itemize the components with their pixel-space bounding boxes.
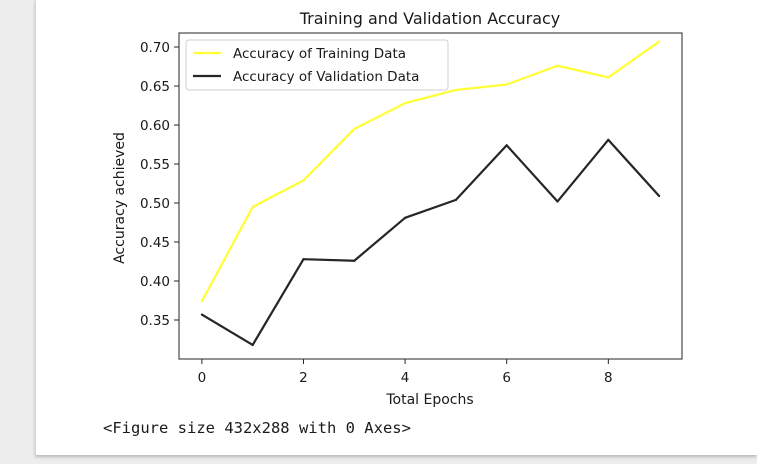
legend-label: Accuracy of Validation Data [233,69,419,85]
y-axis: 0.35 0.40 0.45 0.50 0.55 0.60 0.65 0.70 [140,40,179,329]
y-tick-label: 0.65 [140,79,170,95]
y-tick-label: 0.60 [140,118,170,134]
y-axis-label: Accuracy achieved [112,132,128,264]
data-point [403,102,407,105]
x-tick-label: 6 [502,370,511,386]
x-tick-label: 8 [604,370,613,386]
series-line-validation [201,138,660,347]
series-line-training [200,40,660,302]
data-point [302,258,305,261]
y-tick-label: 0.35 [140,313,170,329]
y-tick-label: 0.45 [140,235,170,251]
series-layer [200,40,661,347]
data-point [607,76,610,79]
data-point [454,198,458,201]
data-point [607,138,610,141]
data-point [658,194,661,198]
x-tick-label: 2 [299,370,308,386]
data-point [251,343,254,347]
y-tick-label: 0.40 [140,274,170,290]
cell-border [35,0,36,455]
data-point [505,83,508,86]
x-tick-label: 4 [401,370,410,386]
legend-label: Accuracy of Training Data [233,46,406,62]
data-point [251,205,254,209]
y-tick-label: 0.55 [140,157,170,173]
data-point [658,40,661,43]
x-axis: 0 2 4 6 8 [198,359,613,386]
legend: Accuracy of Training Data Accuracy of Val… [185,39,449,91]
legend-box [185,39,449,91]
data-point [403,216,407,219]
data-point [200,313,203,316]
data-point [454,88,458,92]
data-point [353,127,356,131]
data-point [556,200,559,203]
x-tick-label: 0 [198,370,207,386]
y-tick-label: 0.50 [140,196,170,212]
x-axis-label: Total Epochs [385,392,473,408]
data-point [353,259,356,262]
data-point [200,300,203,303]
figure-size-note: <Figure size 432x288 with 0 Axes> [103,419,411,437]
y-tick-label: 0.70 [140,40,170,56]
data-point [302,179,305,182]
chart-title: Training and Validation Accuracy [299,9,561,28]
data-point [556,64,559,67]
data-point [505,144,508,147]
